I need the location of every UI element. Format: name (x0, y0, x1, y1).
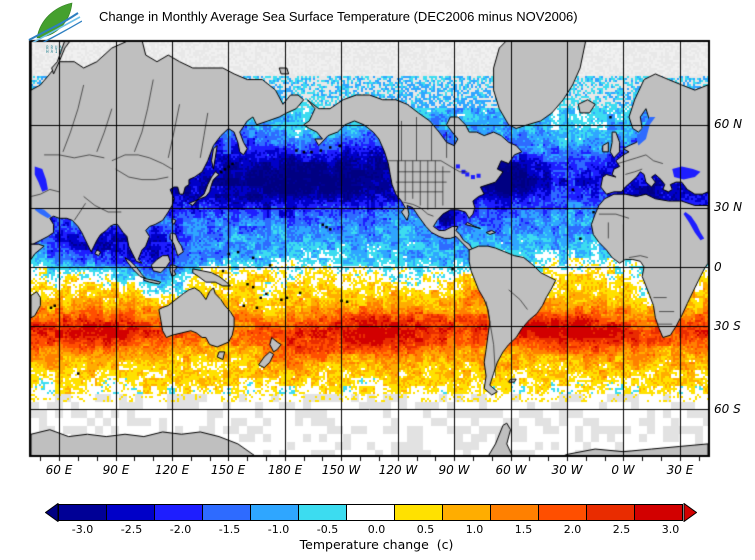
lat-label-30s: 30 S (714, 319, 741, 333)
lon-label-150w: 150 W (321, 463, 361, 477)
colorbar-caption: Temperature change (c) (299, 537, 454, 552)
lon-label-60w: 60 W (495, 463, 527, 477)
colorbar-tick: -0.5 (316, 523, 339, 536)
colorbar-segment (250, 504, 299, 521)
lon-label-30e: 30 E (666, 463, 694, 477)
lat-label-eq: 0 (714, 260, 722, 274)
colorbar-tick: 0.0 (367, 523, 386, 536)
colorbar-left-arrow-icon (45, 503, 59, 522)
colorbar-segment (106, 504, 155, 521)
figure-title: Change in Monthly Average Sea Surface Te… (99, 9, 578, 24)
lon-label-90w: 90 W (438, 463, 470, 477)
colorbar-segment (634, 504, 683, 521)
colorbar-right-arrow-icon (683, 503, 697, 522)
colorbar-segment (346, 504, 395, 521)
lon-label-30w: 30 W (551, 463, 583, 477)
leaf-wave-logo-icon (28, 2, 83, 47)
colorbar-segment (298, 504, 347, 521)
lon-label-60e: 60 E (45, 463, 73, 477)
colorbar-tick: 3.0 (661, 523, 680, 536)
logo-caption-line2: HAII (46, 49, 64, 54)
lon-label-120w: 120 W (378, 463, 418, 477)
colorbar-tick: 1.5 (514, 523, 533, 536)
lon-label-0w: 0 W (611, 463, 635, 477)
colorbar-tick: -2.0 (169, 523, 192, 536)
logo-caption-line1: BRUA (46, 45, 64, 50)
colorbar-tick: -1.5 (218, 523, 241, 536)
colorbar-segment (442, 504, 491, 521)
lat-label-60n: 60 N (714, 117, 743, 131)
colorbar-tick-labels: -3.0 -2.5 -2.0 -1.5 -1.0 -0.5 0.0 0.5 1.… (58, 523, 695, 536)
lon-label-180e: 180 E (267, 463, 303, 477)
colorbar-segment (586, 504, 635, 521)
colorbar-segment (154, 504, 203, 521)
colorbar-segment (58, 504, 107, 521)
lon-label-150e: 150 E (210, 463, 246, 477)
colorbar-tick: 2.0 (563, 523, 582, 536)
colorbar-tick: -2.5 (120, 523, 143, 536)
agency-logo: BRUA HAII (28, 2, 83, 54)
colorbar-tick: -3.0 (71, 523, 94, 536)
colorbar-segment (538, 504, 587, 521)
colorbar-tick: 2.5 (612, 523, 631, 536)
colorbar-segment (394, 504, 443, 521)
colorbar-segment (490, 504, 539, 521)
lat-label-60s: 60 S (714, 402, 741, 416)
colorbar-segment (202, 504, 251, 521)
colorbar-tick: -1.0 (267, 523, 290, 536)
colorbar-tick: 1.0 (465, 523, 484, 536)
lon-label-120e: 120 E (154, 463, 190, 477)
colorbar-tick: 0.5 (416, 523, 435, 536)
lat-label-30n: 30 N (714, 200, 743, 214)
lon-label-90e: 90 E (102, 463, 130, 477)
colorbar (45, 503, 697, 522)
